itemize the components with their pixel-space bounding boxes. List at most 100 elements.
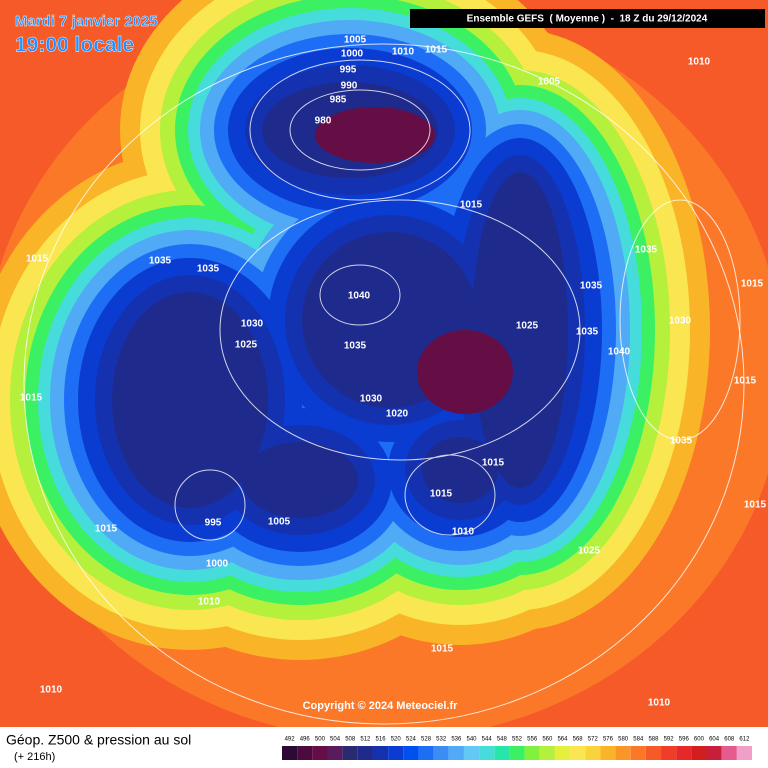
isobar-label: 1035 xyxy=(580,281,603,292)
scale-swatch xyxy=(297,746,313,760)
scale-label: 556 xyxy=(527,737,538,743)
scale-swatch xyxy=(342,746,358,760)
isobar-label: 1025 xyxy=(516,321,539,332)
isobar-label: 1015 xyxy=(430,489,453,500)
isobar-label: 1015 xyxy=(482,458,505,469)
scale-swatch xyxy=(706,746,722,760)
isobar-label: 995 xyxy=(340,65,357,76)
isobar-label: 1035 xyxy=(576,327,599,338)
scale-swatch xyxy=(418,746,434,760)
scale-label: 532 xyxy=(436,737,447,743)
isobar-label: 1030 xyxy=(360,394,383,405)
isobar-label: 1000 xyxy=(206,559,229,570)
scale-swatch xyxy=(388,746,404,760)
isobar-label: 980 xyxy=(315,116,332,127)
scale-swatch xyxy=(509,746,525,760)
lead-time: (+ 216h) xyxy=(14,751,55,763)
isobar-label: 1010 xyxy=(452,527,475,538)
isobar-label: 1015 xyxy=(425,45,448,56)
scale-swatch xyxy=(615,746,631,760)
scale-swatch xyxy=(372,746,389,760)
isobar-label: 1035 xyxy=(197,264,220,275)
map-area xyxy=(0,0,768,740)
scale-label: 568 xyxy=(573,737,584,743)
scale-swatch xyxy=(554,746,571,760)
scale-swatch xyxy=(312,746,328,760)
scale-label: 524 xyxy=(406,737,417,743)
isobars xyxy=(23,43,745,725)
scale-swatch xyxy=(661,746,677,760)
scale-label: 584 xyxy=(633,737,644,743)
isobar-label: 1010 xyxy=(392,47,415,58)
isobar-label: 1015 xyxy=(431,644,454,655)
footer-title: Géop. Z500 & pression au sol xyxy=(6,732,191,748)
isobar-label: 1015 xyxy=(734,376,757,387)
scale-label: 604 xyxy=(709,737,720,743)
isobar-label: 1035 xyxy=(635,245,658,256)
isobar-label: 1030 xyxy=(241,319,264,330)
scale-label: 536 xyxy=(451,737,462,743)
scale-label: 540 xyxy=(467,737,478,743)
scale-swatch xyxy=(463,746,480,760)
isobar-label: 1035 xyxy=(670,436,693,447)
scale-label: 564 xyxy=(557,737,568,743)
scale-label: 608 xyxy=(724,737,735,743)
isobar-labels: 1005 1010 1015 1000 995 990 985 980 1005 1010 1015… xyxy=(20,35,767,709)
isobar-label: 1020 xyxy=(386,409,409,420)
scale-label: 512 xyxy=(360,737,371,743)
scale-label: 592 xyxy=(664,737,675,743)
isobar-label: 1015 xyxy=(460,200,483,211)
isobar-label: 1015 xyxy=(741,279,764,290)
scale-label: 580 xyxy=(618,737,629,743)
scale-swatch xyxy=(691,746,707,760)
scale-label: 496 xyxy=(300,737,311,743)
date: Mardi 7 janvier 2025 xyxy=(15,13,158,30)
isobar-label: 1015 xyxy=(95,524,118,535)
scale-swatch xyxy=(721,746,737,760)
scale-label: 552 xyxy=(512,737,523,743)
scale-label: 596 xyxy=(679,737,690,743)
scale-swatch xyxy=(282,746,298,760)
scale-swatch xyxy=(585,746,601,760)
scale-label: 612 xyxy=(739,737,750,743)
isobar-label: 1015 xyxy=(20,393,43,404)
isobar-label: 1005 xyxy=(268,517,291,528)
isobar-label: 985 xyxy=(330,95,347,106)
isobar-label: 1030 xyxy=(669,316,692,327)
color-scale: 492 496 500 504 508 512 516 520 524 528 532 536 540 5… xyxy=(282,737,752,760)
isobar-label: 1015 xyxy=(26,254,49,265)
scale-label: 572 xyxy=(588,737,599,743)
scale-label: 520 xyxy=(391,737,402,743)
isobar-label: 1040 xyxy=(608,347,631,358)
isobar-label: 1040 xyxy=(348,291,371,302)
scale-label: 544 xyxy=(482,737,493,743)
scale-label: 548 xyxy=(497,737,508,743)
scale-swatch xyxy=(570,746,586,760)
scale-swatch xyxy=(645,746,662,760)
low-core xyxy=(417,330,513,414)
isobar-label: 990 xyxy=(341,81,358,92)
local-time: 19:00 locale xyxy=(15,34,134,57)
isobar-label: 1000 xyxy=(341,49,364,60)
field-lobe xyxy=(422,437,498,503)
scale-swatch xyxy=(539,746,555,760)
scale-label: 560 xyxy=(542,737,553,743)
field-lobe xyxy=(112,292,268,508)
isobar-label: 1025 xyxy=(235,340,258,351)
isobar-label: 1025 xyxy=(578,546,601,557)
isobar-label: 1010 xyxy=(688,57,711,68)
scale-swatch xyxy=(630,746,646,760)
isobar-label: 1015 xyxy=(744,500,767,511)
scale-swatch xyxy=(736,746,752,760)
isobar-label: 995 xyxy=(205,518,222,529)
isobar-label: 1010 xyxy=(198,597,221,608)
scale-label: 516 xyxy=(376,737,387,743)
scale-swatch xyxy=(327,746,343,760)
scale-swatch xyxy=(676,746,692,760)
scale-label: 500 xyxy=(315,737,326,743)
scale-label: 504 xyxy=(330,737,341,743)
low-core xyxy=(315,107,435,163)
scale-label: 508 xyxy=(345,737,356,743)
